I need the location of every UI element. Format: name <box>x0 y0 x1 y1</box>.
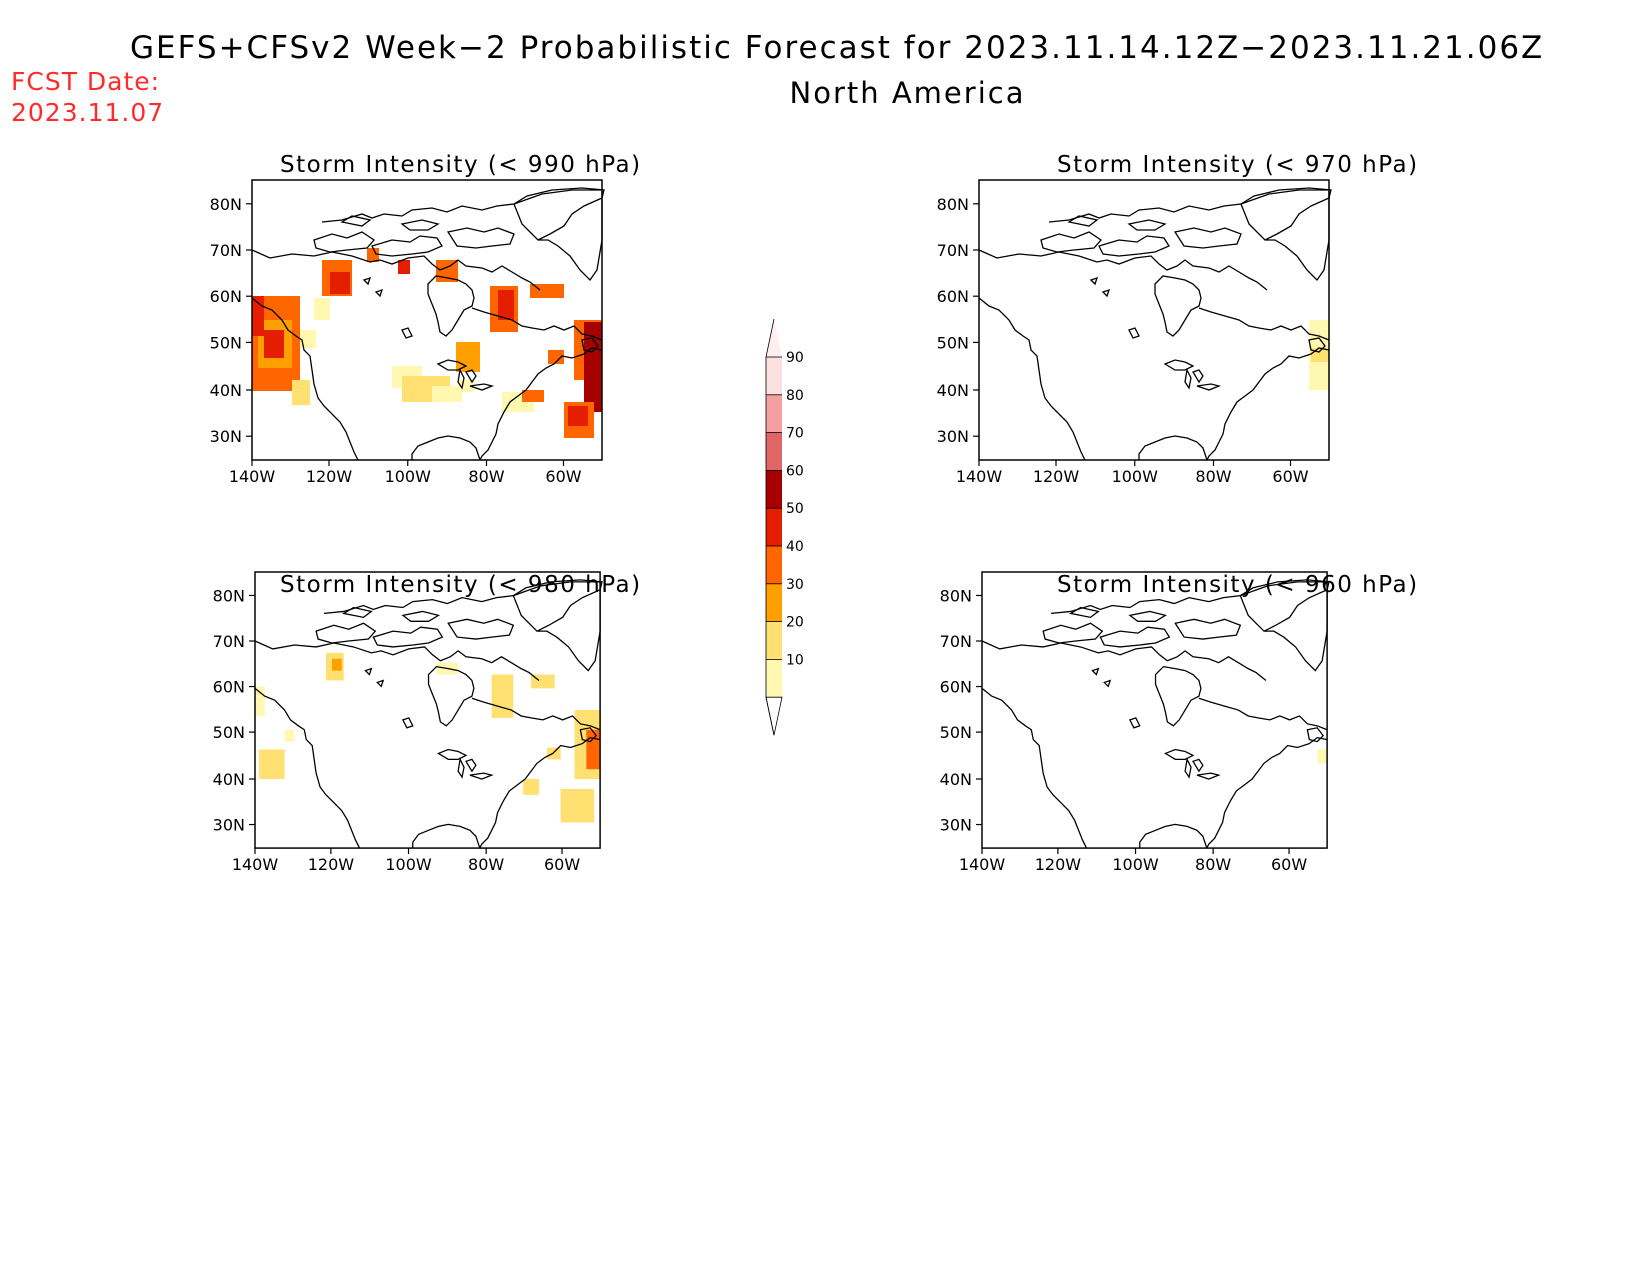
lat-label-970-50N: 50N <box>937 333 969 352</box>
lat-label-990-70N: 70N <box>210 241 242 260</box>
lat-label-970-30N: 30N <box>937 427 969 446</box>
lat-label-970-70N: 70N <box>937 241 969 260</box>
lat-label-990-80N: 80N <box>210 195 242 214</box>
lon-label-960-100W: 100W <box>1112 855 1159 874</box>
colorbar-label-30: 30 <box>786 577 804 593</box>
lon-label-970-80W: 80W <box>1195 467 1231 486</box>
lat-label-980-70N: 70N <box>213 632 245 651</box>
lon-label-970-140W: 140W <box>956 467 1003 486</box>
lon-label-990-60W: 60W <box>545 467 581 486</box>
lon-label-960-120W: 120W <box>1035 855 1082 874</box>
colorbar-swatch-90 <box>766 357 782 395</box>
figure-subtitle: North America <box>789 76 1026 110</box>
panel-title-990: Storm Intensity (< 990 hPa) <box>280 152 642 178</box>
lat-label-980-50N: 50N <box>213 723 245 742</box>
colorbar-swatch-10 <box>766 659 782 698</box>
lon-label-970-100W: 100W <box>1112 467 1159 486</box>
lat-label-960-80N: 80N <box>940 586 972 605</box>
colorbar-top-triangle <box>766 319 782 357</box>
lon-label-960-60W: 60W <box>1271 855 1307 874</box>
map-panel-990 <box>251 179 605 461</box>
colorbar-outline <box>765 318 775 736</box>
lon-label-980-120W: 120W <box>308 855 355 874</box>
colorbar-swatch-40 <box>766 546 782 584</box>
lat-label-960-50N: 50N <box>940 723 972 742</box>
colorbar-swatch-70 <box>766 432 782 471</box>
lat-label-960-70N: 70N <box>940 632 972 651</box>
lat-label-980-40N: 40N <box>213 770 245 789</box>
forecast-date-label: FCST Date: <box>11 67 161 96</box>
lat-label-990-40N: 40N <box>210 381 242 400</box>
probability-shading-960 <box>1317 749 1328 764</box>
colorbar-swatch-60 <box>766 470 782 509</box>
colorbar-swatch-80 <box>766 394 782 433</box>
lon-label-970-120W: 120W <box>1033 467 1080 486</box>
map-panel-980 <box>254 571 603 849</box>
panel-title-970: Storm Intensity (< 970 hPa) <box>1057 152 1419 178</box>
lon-label-980-60W: 60W <box>544 855 580 874</box>
forecast-date-value: 2023.11.07 <box>11 98 165 127</box>
map-panel-960 <box>981 571 1330 849</box>
lat-label-980-60N: 60N <box>213 678 245 697</box>
axis-labels: 80N 70N 60N 50N 40N 30N 140W 120W 100W 80W 60W 80N 7… <box>210 195 1309 874</box>
lat-label-960-40N: 40N <box>940 770 972 789</box>
colorbar-bottom-triangle <box>765 696 783 736</box>
lat-label-980-80N: 80N <box>213 586 245 605</box>
colorbar-label-60: 60 <box>786 463 804 479</box>
lon-label-990-80W: 80W <box>468 467 504 486</box>
colorbar-label-70: 70 <box>786 426 804 442</box>
panel-title-960: Storm Intensity (< 960 hPa) <box>1057 572 1419 598</box>
lon-label-990-140W: 140W <box>229 467 276 486</box>
lat-label-960-60N: 60N <box>940 678 972 697</box>
colorbar-label-80: 80 <box>786 388 804 404</box>
lat-label-990-50N: 50N <box>210 333 242 352</box>
lon-label-960-80W: 80W <box>1195 855 1231 874</box>
probability-shading-990 <box>252 248 602 438</box>
colorbar-swatch-30 <box>766 583 782 622</box>
lon-label-980-140W: 140W <box>232 855 279 874</box>
forecast-date: FCST Date: 2023.11.07 <box>11 66 164 128</box>
lat-label-990-30N: 30N <box>210 427 242 446</box>
lat-label-990-60N: 60N <box>210 287 242 306</box>
lon-label-990-120W: 120W <box>306 467 353 486</box>
lat-label-970-60N: 60N <box>937 287 969 306</box>
colorbar-label-50: 50 <box>786 501 804 517</box>
colorbar-label-10: 10 <box>786 652 804 668</box>
colorbar: 90 80 70 60 50 40 30 20 10 <box>765 318 804 736</box>
colorbar-swatch-50 <box>766 508 782 546</box>
lon-label-960-140W: 140W <box>959 855 1006 874</box>
lat-label-970-80N: 80N <box>937 195 969 214</box>
colorbar-swatch-20 <box>766 621 782 660</box>
colorbar-label-40: 40 <box>786 539 804 555</box>
colorbar-label-20: 20 <box>786 615 804 631</box>
lon-label-980-100W: 100W <box>385 855 432 874</box>
lat-label-980-30N: 30N <box>213 816 245 835</box>
colorbar-label-90: 90 <box>786 350 804 366</box>
lon-label-990-100W: 100W <box>385 467 432 486</box>
lon-label-980-80W: 80W <box>468 855 504 874</box>
probability-shading-980 <box>255 652 601 823</box>
figure-title: GEFS+CFSv2 Week−2 Probabilistic Forecast… <box>130 30 1545 66</box>
lon-label-970-60W: 60W <box>1272 467 1308 486</box>
map-panel-970 <box>978 179 1332 461</box>
lat-label-960-30N: 30N <box>940 816 972 835</box>
lat-label-970-40N: 40N <box>937 381 969 400</box>
panel-title-980: Storm Intensity (< 980 hPa) <box>280 572 642 598</box>
probability-shading-970 <box>1309 320 1329 390</box>
